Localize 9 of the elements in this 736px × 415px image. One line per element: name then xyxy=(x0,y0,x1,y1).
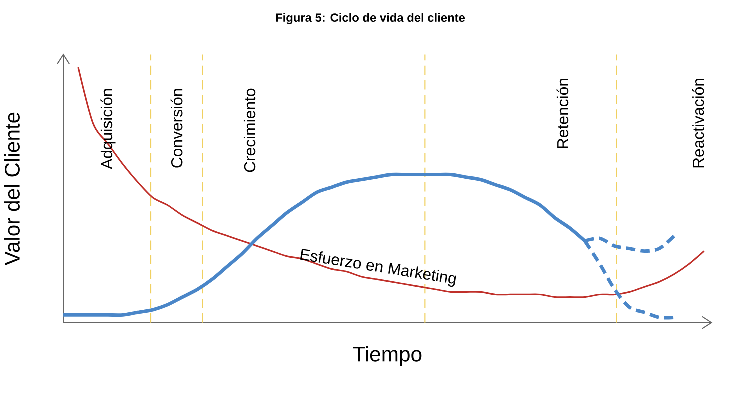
annotation: Crecimiento xyxy=(244,88,256,172)
y-axis-title: Valor del Cliente xyxy=(4,112,20,266)
text: Esfuerzo en Marketing xyxy=(300,248,456,287)
chart-title: Figura 5: Ciclo de vida del cliente xyxy=(276,13,466,24)
x-axis-title: Tiempo xyxy=(353,346,422,366)
annotation: Reactivación xyxy=(692,78,704,168)
annotation: Adquisición xyxy=(100,89,116,170)
annotation: Conversión xyxy=(170,89,183,168)
annotation: Retención xyxy=(556,78,569,148)
